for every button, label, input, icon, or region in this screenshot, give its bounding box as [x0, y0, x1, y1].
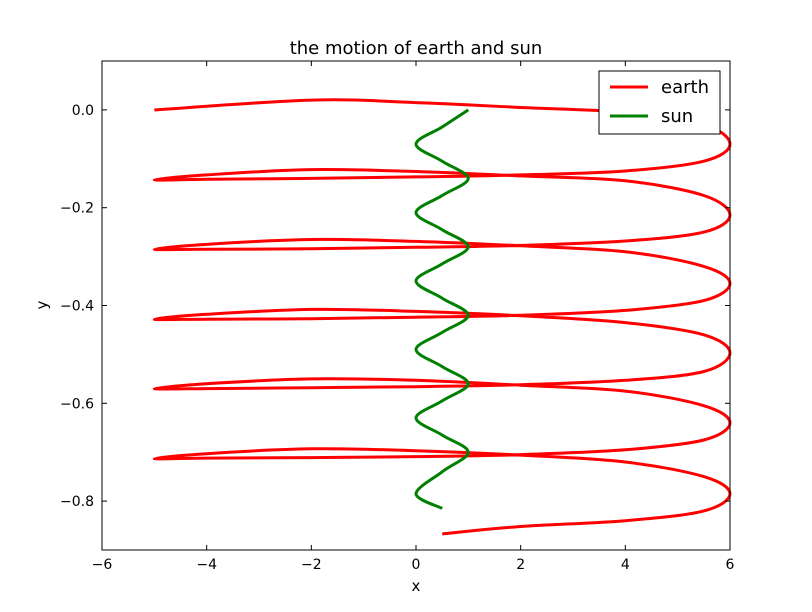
series-layer — [152, 98, 732, 536]
x-tick-label: −6 — [92, 557, 113, 573]
y-tick-label: −0.4 — [60, 299, 94, 315]
y-axis-label: y — [33, 300, 51, 309]
y-axis-ticks: 0.0 −0.2 −0.4 −0.6 −0.8 — [60, 103, 730, 510]
x-tick-label: −2 — [301, 557, 322, 573]
x-tick-label: 4 — [621, 557, 630, 573]
legend-label-sun: sun — [661, 106, 693, 127]
x-tick-label: 6 — [726, 557, 735, 573]
x-axis-label: x — [412, 577, 421, 595]
legend-box — [598, 70, 721, 135]
plot-area: −6 −4 −2 0 2 4 6 0.0 −0.2 −0.4 −0.6 −0.8 — [60, 60, 735, 573]
chart-title: the motion of earth and sun — [290, 38, 543, 59]
x-axis-ticks: −6 −4 −2 0 2 4 6 — [92, 61, 735, 573]
x-tick-label: −4 — [196, 557, 217, 573]
x-tick-label: 2 — [516, 557, 525, 573]
legend-label-earth: earth — [661, 77, 709, 98]
y-tick-label: −0.6 — [60, 396, 94, 412]
series-line-sun — [414, 108, 470, 510]
y-tick-label: −0.2 — [60, 201, 94, 217]
y-tick-label: 0.0 — [72, 103, 94, 119]
series-line-earth — [152, 98, 732, 536]
y-tick-label: −0.8 — [60, 494, 94, 510]
legend: earth sun — [598, 70, 721, 135]
x-tick-label: 0 — [412, 557, 421, 573]
